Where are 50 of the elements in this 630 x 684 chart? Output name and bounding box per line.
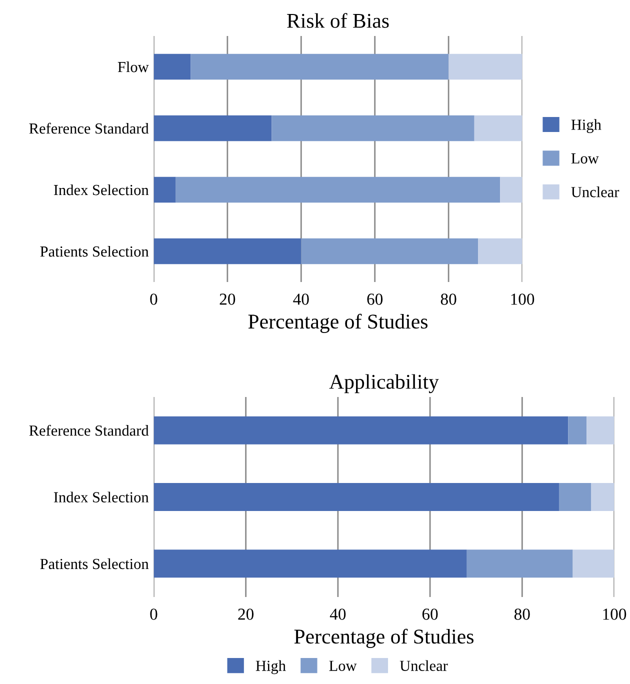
x-tick-label: 40	[330, 608, 346, 620]
bar	[568, 416, 587, 444]
bar	[301, 238, 478, 264]
bar	[154, 238, 302, 264]
chart-title: Risk of Bias	[287, 13, 389, 28]
bar	[176, 176, 500, 203]
bar	[272, 115, 474, 142]
x-tick-label: 0	[150, 294, 158, 305]
bar	[500, 176, 522, 203]
y-tick-label: Patients Selection	[40, 246, 149, 257]
bar	[154, 550, 467, 578]
y-tick-label: Reference Standard	[29, 424, 149, 436]
bar	[572, 550, 614, 578]
bar	[591, 483, 614, 511]
x-tick-label: 20	[220, 294, 236, 305]
x-tick-label: 100	[603, 608, 626, 620]
bar	[586, 416, 614, 444]
legend-label: Unclear	[400, 660, 448, 671]
chart-title: Applicability	[329, 374, 439, 394]
bar	[190, 54, 449, 80]
x-tick-label: 60	[367, 294, 383, 305]
x-axis-title: Percentage of Studies	[248, 314, 428, 333]
x-axis-title: Percentage of Studies	[294, 628, 474, 648]
x-tick-label: 20	[238, 608, 254, 620]
bar	[154, 176, 176, 203]
bar	[558, 483, 592, 511]
y-tick-label: Index Selection	[54, 184, 149, 196]
legend-label: Low	[329, 660, 357, 671]
x-tick-label: 100	[511, 294, 534, 305]
x-tick-label: 60	[422, 608, 438, 620]
y-tick-label: Flow	[118, 61, 149, 72]
bar	[154, 115, 272, 142]
bar	[474, 115, 522, 142]
bar	[466, 550, 573, 578]
bar	[154, 483, 559, 511]
y-tick-label: Reference Standard	[29, 122, 149, 134]
x-tick-label: 0	[150, 608, 158, 620]
legend-label: Low	[571, 153, 599, 164]
legend-label: Unclear	[571, 186, 620, 198]
legend-label: High	[256, 660, 286, 674]
legend-label: High	[571, 119, 602, 134]
bar	[154, 54, 191, 80]
y-tick-label: Patients Selection	[40, 558, 149, 570]
x-tick-label: 80	[440, 294, 456, 305]
x-tick-label: 80	[514, 608, 530, 620]
bar	[448, 54, 522, 80]
y-tick-label: Index Selection	[54, 492, 149, 502]
bar	[154, 416, 568, 444]
bar	[478, 238, 522, 264]
x-tick-label: 40	[293, 294, 309, 305]
